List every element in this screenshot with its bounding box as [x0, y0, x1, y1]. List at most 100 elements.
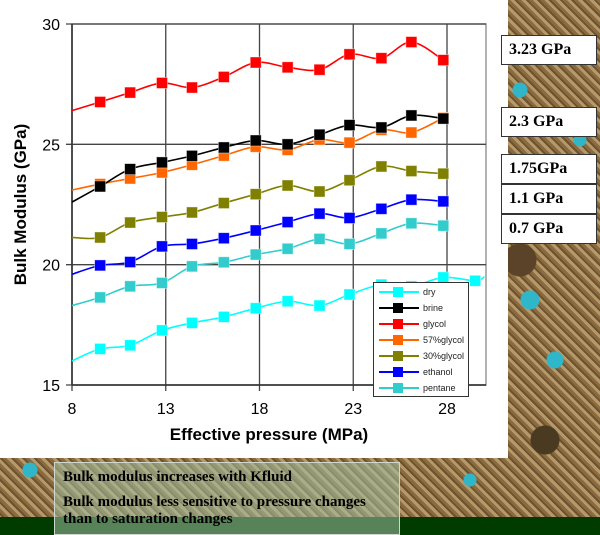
data-point-dry: [249, 302, 262, 315]
x-tick-label: 28: [438, 401, 456, 418]
data-point-pentane: [281, 242, 294, 255]
x-tick-label: 23: [344, 401, 362, 418]
data-point-glycol: [217, 71, 230, 83]
data-point-glycol: [124, 86, 137, 99]
data-point-dry: [217, 310, 230, 323]
legend-label: pentane: [423, 383, 456, 393]
data-point-pentane: [186, 260, 198, 273]
data-point-ethanol: [156, 240, 168, 253]
data-point-ethanol: [405, 193, 418, 206]
data-point-ethanol: [343, 212, 356, 224]
fluid-modulus-label-brine: 2.3 GPa: [501, 107, 597, 137]
data-point-pentane: [375, 227, 388, 240]
data-point-glycol: [343, 48, 356, 61]
legend-label: ethanol: [423, 367, 453, 377]
data-point-ethanol: [186, 238, 198, 250]
data-point-dry: [186, 317, 198, 329]
data-point-brine: [217, 141, 230, 154]
y-tick-label: 25: [42, 137, 60, 154]
data-point-brine: [313, 128, 326, 141]
legend-item: 30%glycol: [374, 348, 468, 364]
y-axis-title: Bulk Modulus (GPa): [11, 124, 30, 286]
legend-item: glycol: [374, 316, 468, 332]
data-point-pentane: [94, 291, 107, 304]
x-tick-label: 8: [68, 401, 77, 418]
data-point-pentane: [343, 238, 356, 250]
legend-swatch: [379, 302, 419, 314]
data-point-brine: [186, 149, 198, 162]
data-point-glycol: [405, 36, 418, 48]
legend-label: glycol: [423, 319, 447, 329]
fluid-modulus-label-glycol: 3.23 GPa: [501, 35, 597, 65]
data-point-brine: [343, 119, 356, 131]
y-tick-label: 30: [42, 17, 60, 34]
data-point-30glycol: [124, 216, 137, 229]
data-point-ethanol: [375, 202, 388, 215]
data-point-ethanol: [281, 216, 294, 228]
legend-swatch: [379, 334, 419, 346]
legend-item: dry: [374, 284, 468, 300]
data-point-glycol: [94, 96, 107, 108]
legend-item: ethanol: [374, 364, 468, 380]
series-line-glycol: [71, 41, 444, 112]
data-point-brine: [124, 163, 137, 176]
data-point-brine: [94, 180, 107, 193]
data-point-brine: [281, 138, 294, 151]
y-tick-label: 15: [42, 378, 60, 395]
data-point-57glycol: [405, 126, 418, 139]
data-point-30glycol: [313, 185, 326, 198]
data-point-glycol: [375, 52, 388, 65]
data-point-dry: [124, 339, 137, 352]
data-point-30glycol: [249, 188, 262, 201]
data-point-ethanol: [437, 195, 450, 208]
data-point-pentane: [313, 233, 326, 245]
data-point-pentane: [249, 248, 262, 261]
data-point-pentane: [156, 277, 168, 289]
data-point-brine: [437, 112, 450, 125]
data-point-ethanol: [313, 207, 326, 220]
chart-panel: 8 13 18 23 28 15 20 25 30 Effective pressure (MPa…: [11, 17, 487, 444]
note-kfluid: Bulk modulus increases with Kfluid: [63, 469, 292, 485]
data-point-30glycol: [343, 174, 356, 187]
data-point-dry: [313, 299, 326, 312]
legend-swatch: [379, 382, 419, 394]
data-point-pentane: [124, 280, 137, 293]
data-point-dry: [343, 288, 356, 301]
y-tick-label: 20: [42, 258, 60, 275]
data-point-glycol: [186, 81, 198, 94]
data-point-glycol: [313, 63, 326, 76]
data-point-pentane: [437, 219, 450, 232]
data-point-30glycol: [437, 167, 450, 180]
x-tick-label: 18: [251, 401, 269, 418]
data-point-30glycol: [217, 197, 230, 209]
legend-swatch: [379, 318, 419, 330]
legend-item: pentane: [374, 380, 468, 396]
data-point-30glycol: [375, 160, 388, 173]
data-point-glycol: [437, 54, 450, 66]
fluid-modulus-label-57glycol: 1.75GPa: [501, 154, 597, 184]
note-pressure-sensitivity: Bulk modulus less sensitive to pressure …: [63, 494, 366, 527]
data-point-dry: [281, 295, 294, 308]
chart-legend: dry brine glycol 57%glycol 30%glycol ethanol p…: [373, 282, 469, 397]
data-point-glycol: [281, 61, 294, 74]
data-point-brine: [405, 109, 418, 122]
data-point-dry: [94, 342, 107, 355]
data-point-dry: [469, 274, 482, 287]
legend-swatch: [379, 350, 419, 362]
x-tick-label: 13: [157, 401, 175, 418]
legend-label: brine: [423, 303, 444, 313]
data-point-ethanol: [124, 256, 137, 268]
fluid-modulus-label-ethanol: 0.7 GPa: [501, 214, 597, 244]
data-point-ethanol: [249, 224, 262, 237]
data-point-pentane: [217, 256, 230, 269]
data-point-glycol: [249, 56, 262, 69]
fluid-modulus-label-30glycol: 1.1 GPa: [501, 184, 597, 214]
data-point-brine: [249, 134, 262, 147]
data-point-30glycol: [94, 231, 107, 244]
legend-label: 30%glycol: [423, 351, 465, 361]
data-point-brine: [375, 121, 388, 134]
legend-swatch: [379, 366, 419, 378]
legend-label: 57%glycol: [423, 335, 465, 345]
notes-box: Bulk modulus increases with Kfluid Bulk …: [54, 462, 400, 535]
data-point-brine: [156, 156, 168, 169]
